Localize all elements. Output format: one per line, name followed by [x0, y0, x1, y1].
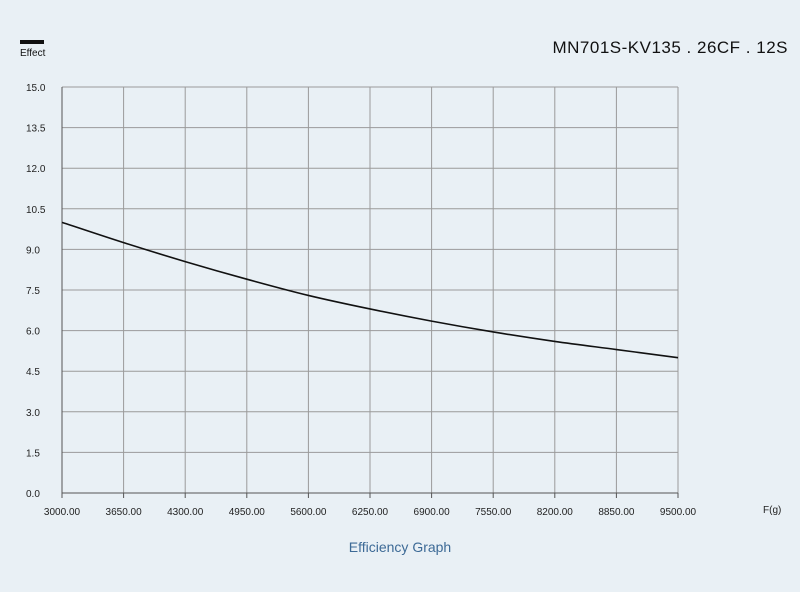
y-tick-label-2: 3.0: [26, 408, 40, 419]
x-tick-label-2: 4300.00: [167, 507, 204, 518]
y-tick-label-10: 15.0: [26, 83, 46, 94]
series-line-effect: [61, 221, 679, 359]
y-tick-label-9: 13.5: [26, 124, 46, 135]
x-tick-label-9: 8850.00: [598, 507, 635, 518]
x-tick-label-5: 6250.00: [352, 507, 389, 518]
x-tick-label-6: 6900.00: [414, 507, 451, 518]
x-tick-label-0: 3000.00: [44, 507, 81, 518]
grid: [61, 86, 679, 494]
legend-label-effect: Effect: [20, 48, 46, 59]
chart-caption: Efficiency Graph: [348, 539, 452, 555]
y-tick-label-4: 6.0: [26, 327, 40, 338]
y-tick-label-7: 10.5: [26, 205, 46, 216]
x-tick-label-7: 7550.00: [475, 507, 512, 518]
x-tick-label-1: 3650.00: [106, 507, 143, 518]
x-tick-label-8: 8200.00: [537, 507, 574, 518]
y-tick-label-5: 7.5: [26, 286, 40, 297]
x-tick-label-4: 5600.00: [290, 507, 327, 518]
series: [61, 221, 679, 359]
legend-swatch-effect: [20, 40, 44, 44]
x-tick-label-10: 9500.00: [660, 507, 697, 518]
y-tick-label-6: 9.0: [26, 245, 40, 256]
y-tick-label-3: 4.5: [26, 367, 40, 378]
model-title: MN701S-KV135 . 26CF . 12S: [552, 38, 788, 57]
tick-labels: 3000.00 3650.00 4300.00 4950.00 5600.00 6250.…: [26, 83, 781, 518]
x-axis-label: F(g): [763, 505, 781, 516]
axes: [61, 87, 679, 498]
y-tick-label-0: 0.0: [26, 489, 40, 500]
x-tick-label-3: 4950.00: [229, 507, 266, 518]
y-tick-label-8: 12.0: [26, 164, 46, 175]
y-tick-label-1: 1.5: [26, 448, 40, 459]
